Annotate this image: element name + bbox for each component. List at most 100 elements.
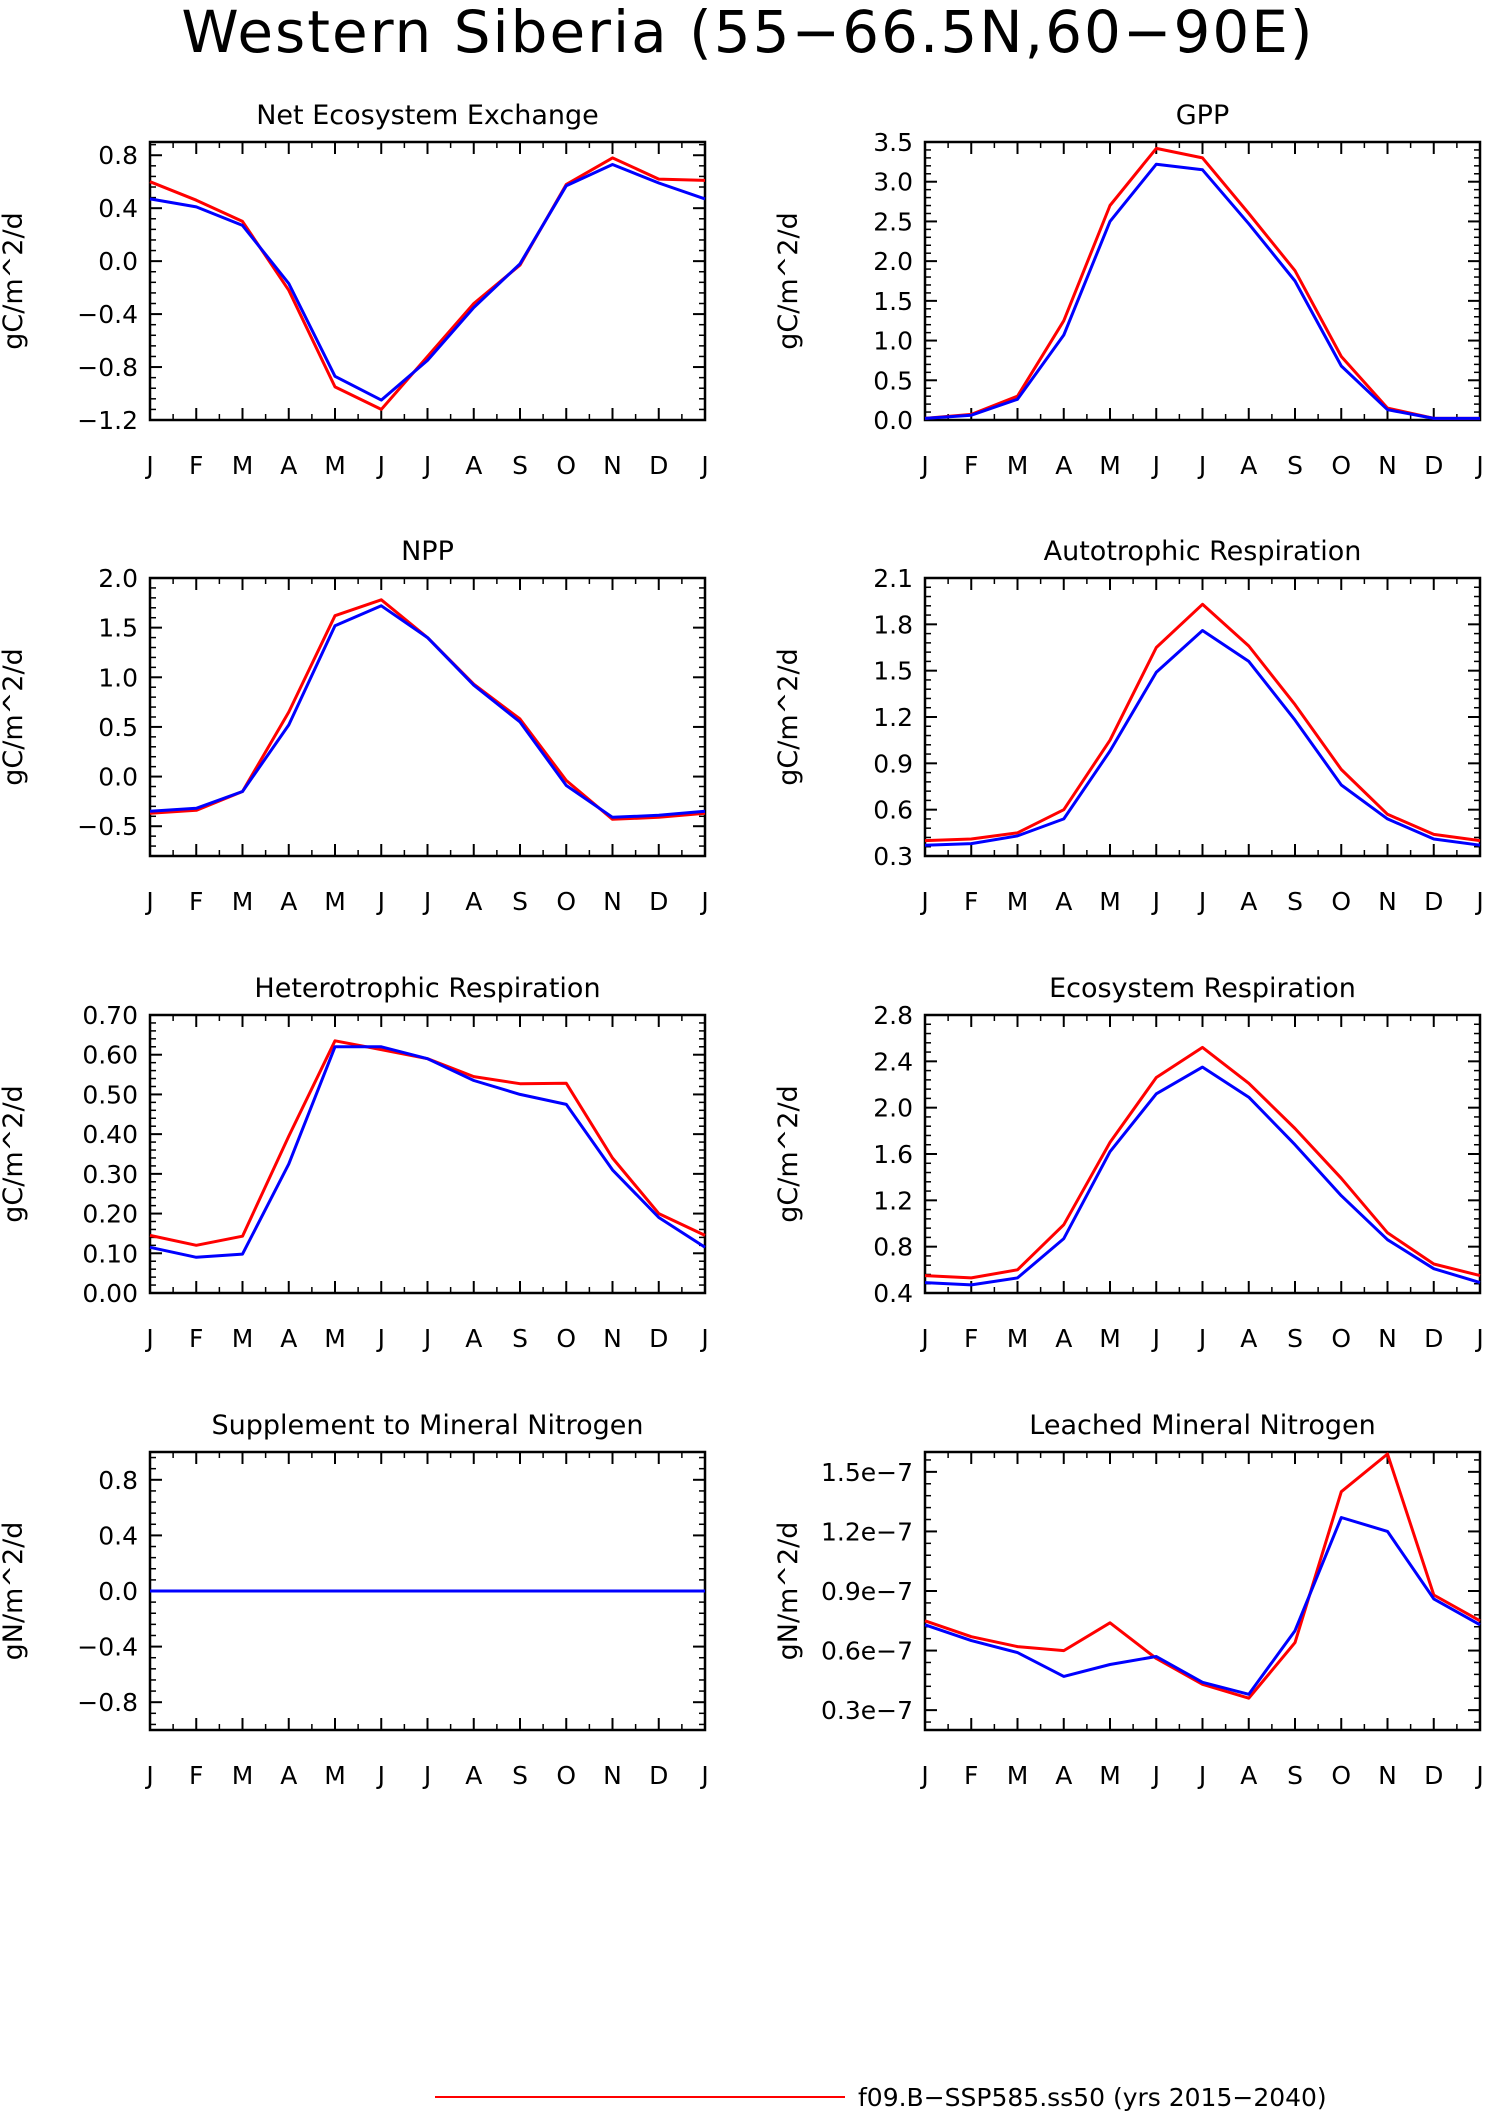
y-tick-label: 1.5e−7	[821, 1458, 913, 1487]
x-tick-label: J	[144, 451, 153, 480]
panel-title: Net Ecosystem Exchange	[256, 100, 599, 131]
x-tick-label: M	[324, 1324, 346, 1353]
x-tick-label: J	[1151, 1761, 1160, 1790]
y-tick-label: −0.8	[77, 1688, 138, 1717]
x-tick-label: D	[1424, 1324, 1443, 1353]
y-axis-label: gC/m^2/d	[0, 648, 29, 785]
y-tick-label: 2.0	[98, 564, 138, 593]
x-tick-label: J	[144, 1761, 153, 1790]
chart-panel: J F M A M J J A S O N D J0.30.60.91.21.51.82.1Autotr…	[773, 536, 1484, 916]
y-tick-label: 0.5	[873, 366, 913, 395]
x-tick-label: M	[324, 1761, 346, 1790]
y-tick-label: 1.0	[873, 327, 913, 356]
y-tick-label: 3.0	[873, 168, 913, 197]
y-tick-label: 0.40	[82, 1120, 138, 1149]
x-tick-label: J	[1474, 451, 1483, 480]
x-tick-label: A	[1055, 451, 1072, 480]
y-tick-label: 0.30	[82, 1160, 138, 1189]
x-tick-label: M	[1099, 451, 1121, 480]
x-tick-label: A	[465, 887, 482, 916]
y-tick-label: 1.6	[873, 1140, 913, 1169]
x-tick-label: J	[1197, 1761, 1206, 1790]
x-tick-label: J	[1151, 887, 1160, 916]
series-line	[149, 156, 706, 411]
x-tick-label: A	[280, 887, 297, 916]
x-tick-label: J	[1197, 1324, 1206, 1353]
x-tick-label: J	[1474, 1761, 1483, 1790]
x-tick-label: F	[964, 887, 978, 916]
chart-panel: J F M A M J J A S O N D J0.3e−70.6e−70.9e−71.2e−71.5…	[773, 1410, 1484, 1790]
y-tick-label: 0.4	[873, 1279, 913, 1308]
x-tick-label: N	[603, 1761, 622, 1790]
x-tick-label: D	[649, 1324, 668, 1353]
plot-frame	[148, 140, 707, 422]
y-tick-label: 0.20	[82, 1200, 138, 1229]
x-tick-label: M	[1099, 887, 1121, 916]
x-tick-label: A	[1055, 1324, 1072, 1353]
x-tick-label: S	[1287, 451, 1303, 480]
y-tick-label: 0.00	[82, 1279, 138, 1308]
x-tick-label: A	[1055, 1761, 1072, 1790]
x-tick-label: J	[422, 887, 431, 916]
x-tick-label: A	[465, 451, 482, 480]
x-tick-label: O	[556, 887, 576, 916]
y-tick-label: 1.2	[873, 703, 913, 732]
chart-panel: J F M A M J J A S O N D J0.00.51.01.52.02.53.03.5GPP…	[773, 100, 1484, 480]
x-tick-label: S	[1287, 887, 1303, 916]
y-tick-label: 2.4	[873, 1047, 913, 1076]
y-tick-label: 1.0	[98, 663, 138, 692]
series-line	[149, 1039, 706, 1247]
x-tick-label: J	[422, 1324, 431, 1353]
x-tick-label: J	[699, 1324, 708, 1353]
panel-title: Ecosystem Respiration	[1049, 973, 1356, 1004]
y-tick-label: 1.8	[873, 610, 913, 639]
x-tick-label: M	[324, 887, 346, 916]
y-tick-label: 2.1	[873, 564, 913, 593]
x-tick-label: J	[144, 887, 153, 916]
x-tick-label: S	[512, 1324, 528, 1353]
x-tick-label: M	[232, 1761, 254, 1790]
x-tick-label: O	[1331, 451, 1351, 480]
x-tick-label: J	[919, 1761, 928, 1790]
series-line	[149, 604, 706, 819]
x-tick-label: J	[422, 1761, 431, 1790]
y-tick-label: −1.2	[77, 406, 138, 435]
plot-frame	[923, 140, 1482, 422]
series-line	[149, 1045, 706, 1259]
plot-frame	[923, 576, 1482, 858]
x-tick-label: J	[1151, 451, 1160, 480]
x-tick-label: S	[1287, 1324, 1303, 1353]
series-line	[149, 163, 706, 402]
x-tick-label: D	[1424, 887, 1443, 916]
y-tick-label: 0.9	[873, 749, 913, 778]
plot-frame	[148, 576, 707, 858]
x-tick-label: A	[1240, 887, 1257, 916]
x-tick-label: O	[556, 451, 576, 480]
y-tick-label: 0.60	[82, 1041, 138, 1070]
x-tick-label: J	[919, 451, 928, 480]
x-tick-label: N	[603, 1324, 622, 1353]
y-tick-label: 1.5	[873, 287, 913, 316]
y-tick-label: 2.5	[873, 207, 913, 236]
y-tick-label: 1.5	[98, 614, 138, 643]
x-tick-label: J	[422, 451, 431, 480]
x-tick-label: J	[1151, 1324, 1160, 1353]
series-line	[924, 1065, 1481, 1287]
y-tick-label: 0.3e−7	[821, 1696, 913, 1725]
y-tick-label: 2.8	[873, 1001, 913, 1030]
y-tick-label: 0.4	[98, 194, 138, 223]
y-tick-label: 1.5	[873, 657, 913, 686]
x-tick-label: N	[1378, 451, 1397, 480]
chart-panel: J F M A M J J A S O N D J0.000.100.200.300.400.500.6…	[0, 973, 709, 1353]
x-tick-label: J	[1197, 887, 1206, 916]
x-tick-label: N	[603, 887, 622, 916]
x-tick-label: M	[1007, 1324, 1029, 1353]
x-tick-label: N	[1378, 1324, 1397, 1353]
x-tick-label: J	[376, 451, 385, 480]
x-tick-label: A	[465, 1324, 482, 1353]
series-line	[924, 602, 1481, 843]
y-tick-label: 0.10	[82, 1239, 138, 1268]
x-tick-label: J	[144, 1324, 153, 1353]
